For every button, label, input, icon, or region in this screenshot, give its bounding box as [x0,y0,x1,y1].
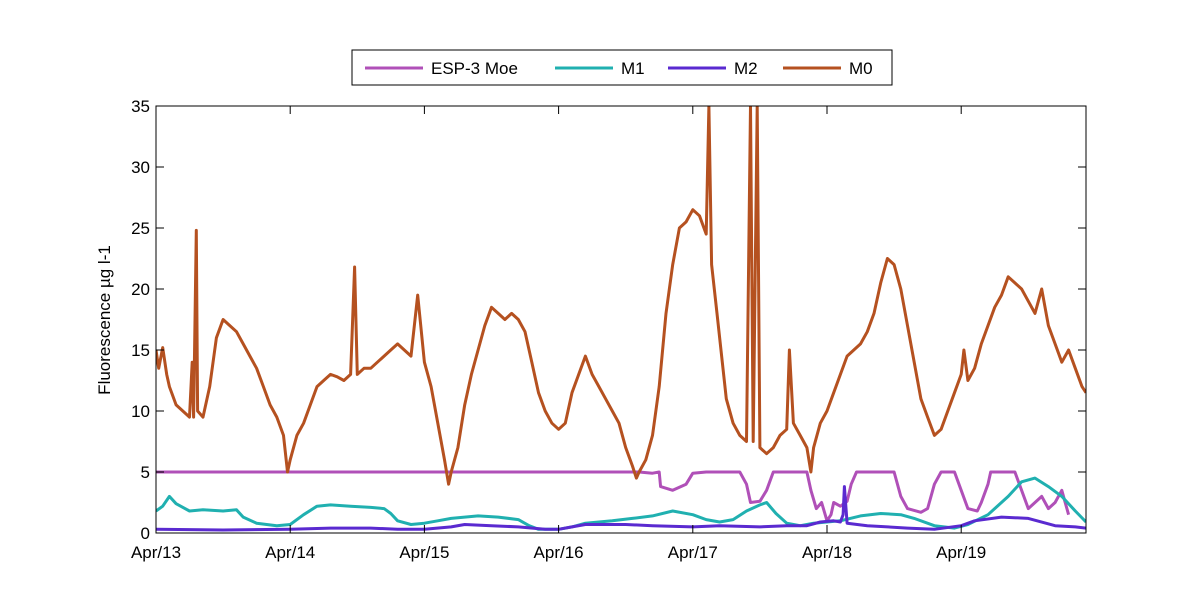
x-tick-label: Apr/13 [131,543,181,562]
x-tick-label: Apr/18 [802,543,852,562]
y-tick-label: 0 [141,524,150,543]
x-tick-label: Apr/16 [534,543,584,562]
y-tick-label: 10 [131,402,150,421]
series-line-m1 [156,476,1086,531]
y-tick-label: 25 [131,219,150,238]
plot-frame [155,105,1087,534]
x-tick-label: Apr/14 [265,543,315,562]
legend-label: M2 [734,59,758,78]
y-tick-label: 15 [131,341,150,360]
x-tick-label: Apr/15 [399,543,449,562]
axis-ticks: Apr/13 Apr/14 Apr/15 Apr/16 Apr/17 Apr/18 Apr/… [131,97,1086,562]
legend: ESP-3 Moe M1 M2 M0 [351,49,893,86]
x-tick-label: Apr/17 [668,543,718,562]
y-tick-label: 30 [131,158,150,177]
legend-label: M0 [849,59,873,78]
y-tick-label: 20 [131,280,150,299]
series-line-m2 [156,485,1086,532]
y-tick-label: 35 [131,97,150,116]
y-tick-label: 5 [141,463,150,482]
series-line-m0 [156,106,1086,486]
x-tick-label: Apr/19 [936,543,986,562]
legend-label: M1 [621,59,645,78]
series-line-esp-3-moe [156,470,1071,523]
y-axis-label: Fluorescence µg l-1 [95,245,114,395]
series-layer [156,106,1086,532]
legend-label: ESP-3 Moe [431,59,518,78]
